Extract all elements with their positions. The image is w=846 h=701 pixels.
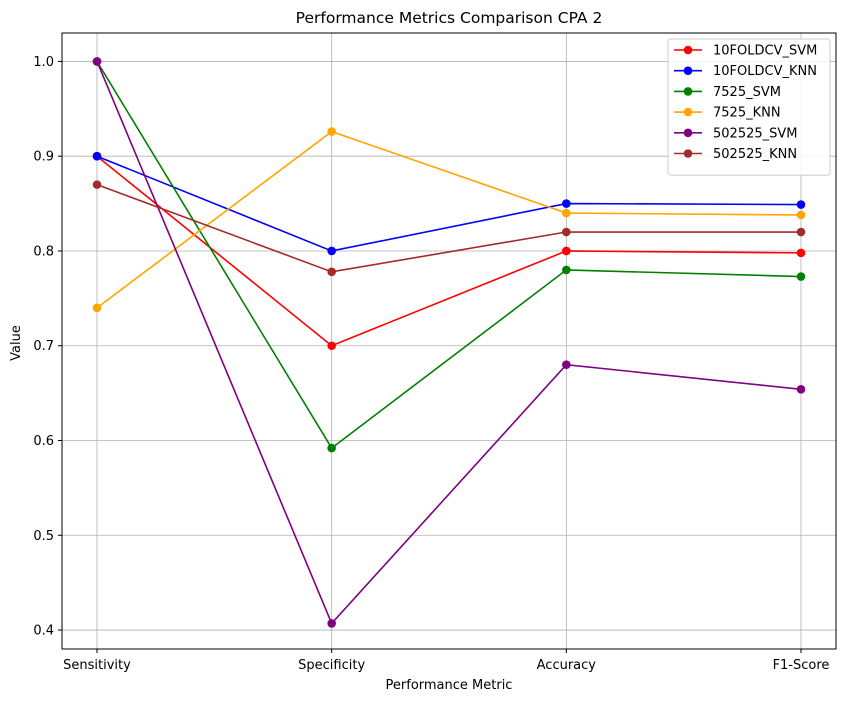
data-point xyxy=(562,208,571,218)
data-point xyxy=(562,265,571,275)
series-10FOLDCV_KNN xyxy=(92,151,806,256)
data-point xyxy=(327,246,336,256)
legend-label: 7525_KNN xyxy=(713,106,781,121)
x-axis-label: Performance Metric xyxy=(386,678,513,693)
y-tick-label: 0.6 xyxy=(33,434,54,449)
legend-item: 10FOLDCV_KNN xyxy=(674,64,817,79)
legend-marker xyxy=(683,107,693,117)
y-tick-label: 0.9 xyxy=(33,150,54,165)
legend: 10FOLDCV_SVM 10FOLDCV_KNN 7525_SVM 7525_KNN… xyxy=(667,38,831,176)
data-point xyxy=(92,303,102,313)
y-tick-label: 0.8 xyxy=(33,244,54,259)
data-point xyxy=(327,619,336,628)
data-point xyxy=(796,248,806,258)
y-tick-label: 0.7 xyxy=(33,339,54,354)
legend-label: 7525_SVM xyxy=(713,85,781,100)
series-layer xyxy=(92,57,806,628)
legend-box xyxy=(667,38,831,176)
legend-label: 502525_SVM xyxy=(713,126,798,141)
y-tick-label: 1.0 xyxy=(33,55,54,70)
chart-title: Performance Metrics Comparison CPA 2 xyxy=(296,9,603,27)
legend-marker xyxy=(683,87,693,96)
data-point xyxy=(327,127,336,136)
series-7525_KNN xyxy=(92,127,806,313)
series-line xyxy=(96,183,801,273)
series-502525_KNN xyxy=(92,180,806,277)
legend-label: 502525_KNN xyxy=(713,147,797,162)
data-point xyxy=(796,210,806,220)
x-tick-label: Specificity xyxy=(298,658,365,673)
series-line xyxy=(96,61,802,450)
data-point xyxy=(92,180,102,189)
legend-marker xyxy=(683,128,693,138)
legend-marker xyxy=(683,45,693,55)
data-point xyxy=(327,267,336,277)
series-line xyxy=(96,155,802,252)
x-axis-ticks: Sensitivity Specificity Accuracy F1-Score xyxy=(63,649,829,673)
data-point xyxy=(92,151,102,161)
legend-marker xyxy=(683,149,693,158)
legend-item: 7525_SVM xyxy=(674,85,781,100)
x-tick-label: Sensitivity xyxy=(63,658,131,673)
series-502525_SVM xyxy=(92,57,806,628)
data-point xyxy=(562,227,571,237)
data-point xyxy=(796,200,806,209)
legend-marker xyxy=(683,66,693,75)
y-axis-label: Value xyxy=(9,325,24,361)
legend-item: 10FOLDCV_SVM xyxy=(674,44,817,59)
plot-frame xyxy=(61,32,837,650)
x-tick-label: Accuracy xyxy=(537,658,597,673)
legend-item: 502525_SVM xyxy=(674,126,798,141)
data-point xyxy=(562,199,571,208)
series-line xyxy=(96,155,802,347)
y-tick-label: 0.4 xyxy=(33,624,54,639)
data-point xyxy=(796,385,806,394)
legend-label: 10FOLDCV_KNN xyxy=(713,64,817,79)
data-point xyxy=(562,246,571,256)
data-point xyxy=(796,227,806,237)
y-axis-ticks: 0.4 0.5 0.6 0.7 0.8 0.9 1.0 xyxy=(33,55,62,639)
y-tick-label: 0.5 xyxy=(33,529,54,544)
data-point xyxy=(796,272,806,281)
data-point xyxy=(92,57,102,66)
legend-item: 502525_KNN xyxy=(674,147,797,162)
data-point xyxy=(562,360,571,369)
x-tick-label: F1-Score xyxy=(773,658,830,673)
series-line xyxy=(96,61,802,625)
legend-item: 7525_KNN xyxy=(674,106,781,121)
data-point xyxy=(327,443,336,453)
legend-label: 10FOLDCV_SVM xyxy=(713,44,817,59)
series-line xyxy=(96,130,802,309)
data-point xyxy=(327,341,336,351)
